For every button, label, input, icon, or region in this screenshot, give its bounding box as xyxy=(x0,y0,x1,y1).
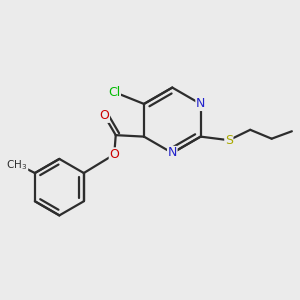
Text: N: N xyxy=(196,98,205,110)
Text: Cl: Cl xyxy=(108,85,120,98)
Text: N: N xyxy=(168,146,177,160)
Text: O: O xyxy=(100,109,110,122)
Text: O: O xyxy=(109,148,119,161)
Text: CH$_3$: CH$_3$ xyxy=(7,158,28,172)
Text: S: S xyxy=(225,134,233,147)
